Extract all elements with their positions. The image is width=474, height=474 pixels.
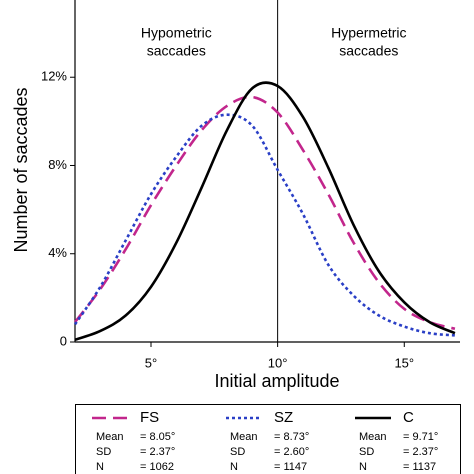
stat-value: = 9.71° [403,431,438,443]
stat-value: = 1062 [140,461,174,473]
stat-value: = 8.05° [140,431,175,443]
region-label: Hypermetric [331,25,406,41]
region-label: saccades [147,43,206,59]
y-tick-label: 8% [48,157,67,172]
y-axis-label: Number of saccades [11,87,31,252]
region-label: Hypometric [141,25,212,41]
stat-value: = 8.73° [274,431,309,443]
series-line [74,81,456,342]
stat-label: Mean [359,431,387,443]
stat-value: = 2.37° [140,446,175,458]
stat-label: SD [230,446,245,458]
stat-label: SD [96,446,111,458]
legend-label: FS [140,409,159,426]
legend-label: SZ [274,409,293,426]
x-axis-label: Initial amplitude [214,371,339,391]
stat-label: N [230,461,238,473]
stat-label: SD [359,446,374,458]
y-tick-label: 0 [60,333,67,348]
stat-value: = 2.60° [274,446,309,458]
stat-value: = 2.37° [403,446,438,458]
legend-box [75,404,461,474]
x-tick-label: 10° [268,355,288,370]
legend-label: C [403,409,414,426]
stat-label: Mean [96,431,124,443]
x-tick-label: 15° [394,355,414,370]
stat-label: N [96,461,104,473]
y-tick-label: 12% [41,69,67,84]
region-label: saccades [339,43,398,59]
series-line [73,95,456,331]
stat-label: N [359,461,367,473]
stat-value: = 1137 [403,461,436,473]
y-tick-label: 4% [48,245,67,260]
stat-label: Mean [230,431,258,443]
x-tick-label: 5° [145,355,157,370]
stat-value: = 1147 [274,461,307,473]
